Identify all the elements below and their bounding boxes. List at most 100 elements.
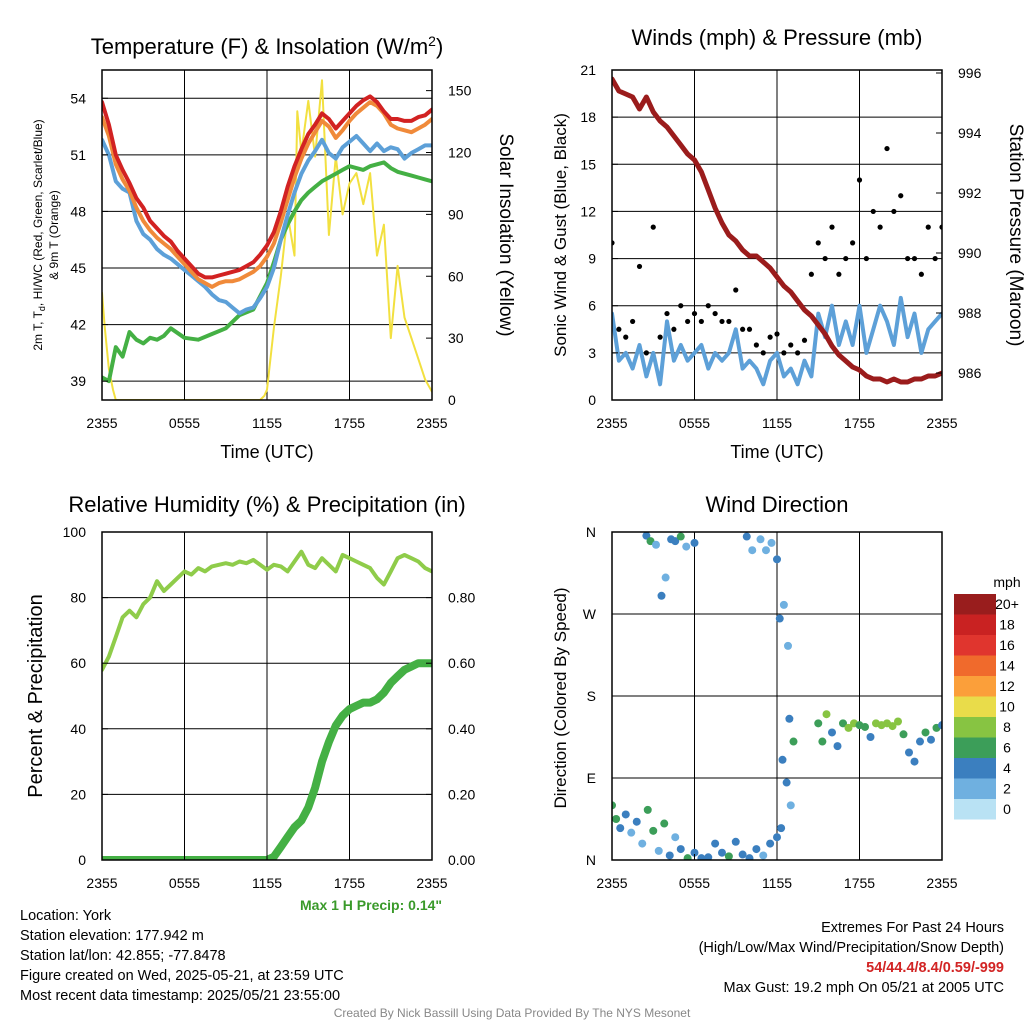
temp9m-line: [102, 100, 432, 289]
direction-point: [861, 722, 869, 731]
direction-point: [756, 535, 765, 544]
temp-series-group: [102, 79, 432, 400]
wind-y-axis-label: Sonic Wind & Gust (Blue, Black): [551, 113, 570, 357]
figure-created: Figure created on Wed, 2025-05-21, at 23…: [20, 968, 344, 984]
gust-point: [636, 263, 643, 270]
direction-point: [660, 819, 669, 828]
x-tick-label: 0555: [679, 875, 710, 891]
direction-point: [822, 710, 831, 719]
max-hourly-precip-label: Max 1 H Precip: 0.14": [300, 897, 443, 913]
direction-point: [665, 851, 674, 860]
gust-point: [877, 224, 883, 230]
recent-timestamp: Most recent data timestamp: 2025/05/21 2…: [20, 988, 341, 1004]
direction-point: [657, 591, 666, 600]
x-tick-label: 2355: [596, 415, 627, 431]
direction-point: [612, 801, 616, 810]
extremes-title: Extremes For Past 24 Hours: [821, 920, 1004, 936]
x-tick-label: 0555: [679, 415, 710, 431]
legend-swatch: [954, 635, 996, 656]
direction-point: [784, 641, 792, 650]
x-tick-label: 1755: [334, 875, 365, 891]
x-tick-label: 1155: [252, 875, 282, 891]
temp-y-axis-label: 2m T, Td, HI/WC (Red, Green, Scarlet/Blu…: [31, 119, 47, 350]
x-tick-label: 1155: [252, 415, 282, 431]
legend-label: 10: [999, 699, 1015, 715]
station-location: Location: York: [20, 908, 112, 924]
legend-swatch: [954, 737, 996, 758]
x-tick-label: 2355: [926, 875, 957, 891]
x-tick-label: 1755: [844, 875, 875, 891]
dir-y-axis-label: Direction (Colored By Speed): [551, 587, 570, 808]
direction-point: [682, 542, 691, 551]
y2-tick-label: 150: [448, 83, 472, 99]
direction-point: [742, 532, 751, 541]
y2-tick-label: 992: [958, 185, 982, 201]
y-tick-label: 48: [70, 203, 86, 219]
direction-point: [661, 573, 670, 582]
direction-point: [731, 837, 740, 846]
y2-tick-label: 990: [958, 245, 982, 261]
gust-point: [856, 177, 863, 183]
gust-point: [863, 255, 869, 262]
gust-point: [740, 326, 746, 332]
gust-point: [815, 240, 821, 246]
y2-tick-label: 0.00: [448, 852, 475, 868]
wind-chart-title: Winds (mph) & Pressure (mb): [632, 25, 923, 50]
direction-point: [652, 540, 660, 549]
gust-point: [726, 318, 732, 325]
gust-point: [932, 255, 938, 262]
y-tick-label: 39: [70, 373, 86, 389]
legend-swatch: [954, 594, 996, 615]
y2-tick-label: 986: [958, 365, 982, 381]
y2-tick-label: 60: [448, 268, 464, 284]
direction-point: [899, 730, 908, 739]
y-tick-label: 60: [70, 655, 86, 671]
direction-point: [779, 600, 788, 609]
direction-point: [927, 735, 935, 744]
y-tick-label: N: [586, 852, 596, 868]
gust-point: [705, 303, 711, 309]
y2-tick-label: 996: [958, 65, 982, 81]
x-tick-label: 1755: [334, 415, 365, 431]
y-tick-label: 40: [70, 721, 86, 737]
legend-swatch: [954, 614, 996, 635]
y-tick-label: S: [587, 688, 596, 704]
x-tick-label: 2355: [926, 415, 957, 431]
y-tick-label: W: [583, 606, 597, 622]
legend-swatch: [954, 778, 996, 799]
direction-point: [697, 854, 706, 860]
pressure-line: [612, 76, 942, 385]
direction-point: [894, 717, 902, 726]
direction-point: [785, 714, 794, 723]
direction-point: [766, 839, 775, 848]
direction-point: [654, 846, 663, 855]
gust-point: [698, 318, 704, 325]
direction-point: [676, 845, 685, 854]
legend-label: 6: [1003, 740, 1011, 756]
y2-tick-label: 0.80: [448, 590, 475, 606]
temp-x-axis-label: Time (UTC): [220, 442, 313, 462]
direction-point: [762, 546, 770, 555]
gust-point: [850, 240, 856, 246]
gust-point: [753, 342, 759, 348]
gust-point: [808, 271, 814, 277]
direction-point: [910, 757, 919, 766]
legend-label: 8: [1003, 719, 1011, 735]
y-tick-label: 15: [580, 156, 596, 172]
credit-line: Created By Nick Bassill Using Data Provi…: [333, 1006, 691, 1020]
legend-label: 18: [999, 617, 1015, 633]
dir-chart-title: Wind Direction: [705, 492, 848, 517]
rh-y-axis-label: Percent & Precipitation: [25, 594, 47, 797]
temp-chart-title: Temperature (F) & Insolation (W/m2): [91, 33, 444, 59]
y2-tick-label: 988: [958, 305, 982, 321]
extremes-subtitle: (High/Low/Max Wind/Precipitation/Snow De…: [698, 940, 1004, 956]
x-tick-label: 0555: [169, 875, 200, 891]
y-tick-label: 80: [70, 590, 86, 606]
legend-swatch: [954, 696, 996, 717]
legend-label: 0: [1003, 801, 1011, 817]
legend-label: 12: [999, 678, 1015, 694]
direction-point: [866, 733, 875, 741]
y-tick-label: 42: [70, 317, 86, 333]
gust-point: [891, 208, 897, 215]
gust-point: [795, 350, 801, 356]
